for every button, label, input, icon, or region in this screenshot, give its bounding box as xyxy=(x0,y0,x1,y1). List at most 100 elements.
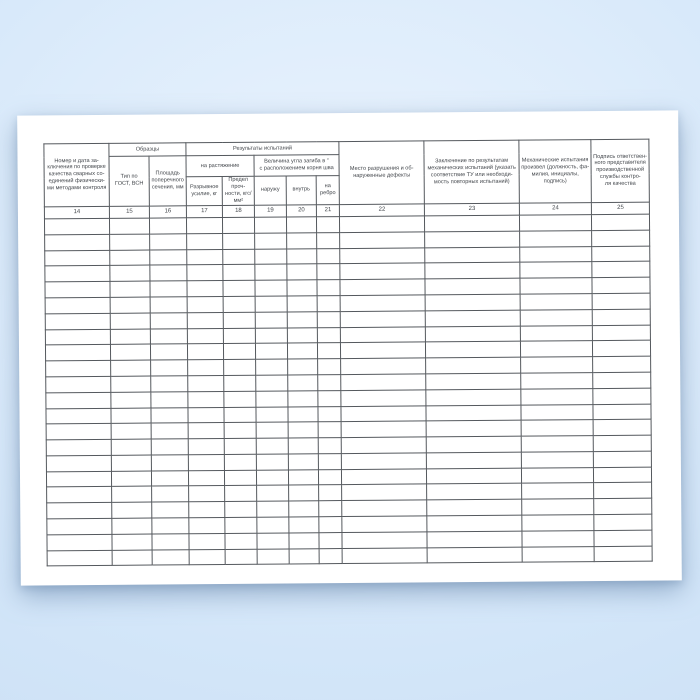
empty-cell xyxy=(188,438,225,455)
empty-cell xyxy=(256,422,289,439)
empty-cell xyxy=(222,217,255,234)
empty-cell xyxy=(593,403,652,420)
header-col-21-on-edge: на ребро xyxy=(316,175,340,205)
empty-cell xyxy=(256,532,290,549)
empty-cell xyxy=(254,216,287,233)
empty-cell xyxy=(318,437,342,454)
empty-cell xyxy=(425,294,521,311)
document-sheet: Номер и дата за- ключения по проверке ка… xyxy=(17,110,682,586)
header-col-24-tester: Механические испытания произвел (должнос… xyxy=(518,139,592,204)
empty-cell xyxy=(46,471,112,488)
empty-entry-row xyxy=(47,545,653,567)
empty-cell xyxy=(288,469,319,486)
empty-cell xyxy=(339,215,425,233)
empty-cell xyxy=(424,262,521,280)
empty-cell xyxy=(45,407,112,425)
empty-cell xyxy=(46,455,112,472)
empty-cell xyxy=(592,372,651,389)
empty-cell xyxy=(340,294,426,312)
empty-cell xyxy=(521,419,594,437)
empty-cell xyxy=(224,533,258,550)
empty-cell xyxy=(256,469,289,486)
empty-cell xyxy=(594,545,653,563)
empty-cell xyxy=(151,454,189,471)
empty-cell xyxy=(288,422,319,439)
empty-cell xyxy=(594,530,653,547)
empty-cell xyxy=(522,546,595,563)
empty-cell xyxy=(288,453,319,470)
empty-cell xyxy=(316,232,340,249)
empty-cell xyxy=(288,485,319,502)
empty-cell xyxy=(427,546,523,564)
empty-cell xyxy=(45,328,111,346)
empty-cell xyxy=(287,295,318,312)
empty-cell xyxy=(520,293,593,310)
empty-cell xyxy=(286,232,317,249)
empty-cell xyxy=(318,532,343,549)
empty-cell xyxy=(186,249,223,266)
empty-cell xyxy=(255,311,288,328)
empty-cell xyxy=(150,359,188,376)
empty-cell xyxy=(341,468,427,486)
empty-cell xyxy=(151,470,189,487)
empty-cell xyxy=(254,248,287,265)
header-col-16-cross-section: Площадь поперечного сечения, мм xyxy=(148,155,187,207)
empty-cell xyxy=(426,436,522,453)
empty-cell xyxy=(340,326,426,343)
empty-cell xyxy=(286,216,317,233)
empty-cell xyxy=(150,312,188,329)
empty-cell xyxy=(187,359,224,376)
empty-cell xyxy=(286,279,318,296)
table-body xyxy=(44,214,653,567)
empty-cell xyxy=(223,390,256,407)
empty-cell xyxy=(255,359,288,376)
empty-cell xyxy=(189,549,226,566)
empty-cell xyxy=(425,341,521,359)
empty-cell xyxy=(150,391,188,408)
empty-cell xyxy=(340,358,426,375)
empty-cell xyxy=(317,311,341,328)
empty-cell xyxy=(521,404,594,421)
empty-cell xyxy=(592,356,651,373)
empty-cell xyxy=(224,454,257,471)
empty-cell xyxy=(425,278,521,295)
empty-cell xyxy=(149,217,187,234)
empty-cell xyxy=(591,245,650,262)
column-number-18: 18 xyxy=(222,205,255,218)
empty-cell xyxy=(254,264,287,281)
empty-cell xyxy=(187,343,224,360)
empty-cell xyxy=(110,328,151,345)
empty-cell xyxy=(424,230,520,248)
empty-cell xyxy=(318,469,342,486)
empty-cell xyxy=(256,501,289,518)
empty-cell xyxy=(339,247,425,264)
empty-cell xyxy=(521,498,594,516)
empty-cell xyxy=(317,390,342,407)
empty-cell xyxy=(591,214,650,231)
empty-cell xyxy=(45,344,111,361)
empty-cell xyxy=(151,502,189,519)
empty-cell xyxy=(44,281,111,298)
empty-cell xyxy=(520,277,593,295)
empty-cell xyxy=(187,328,224,345)
empty-cell xyxy=(593,451,652,468)
empty-cell xyxy=(592,308,651,326)
empty-cell xyxy=(149,233,187,250)
column-number-25: 25 xyxy=(591,202,650,215)
empty-cell xyxy=(224,501,257,518)
empty-cell xyxy=(224,438,257,455)
empty-cell xyxy=(110,312,151,329)
empty-cell xyxy=(111,439,152,456)
empty-cell xyxy=(47,550,113,567)
empty-cell xyxy=(288,437,319,454)
empty-cell xyxy=(188,422,225,439)
empty-cell xyxy=(223,343,256,360)
header-group-test-results: Результаты испытаний xyxy=(185,141,340,156)
empty-cell xyxy=(318,421,342,438)
empty-cell xyxy=(44,234,110,251)
empty-cell xyxy=(593,482,652,499)
empty-cell xyxy=(151,486,189,503)
column-number-24: 24 xyxy=(519,202,592,216)
empty-cell xyxy=(318,453,342,470)
empty-cell xyxy=(520,388,594,405)
